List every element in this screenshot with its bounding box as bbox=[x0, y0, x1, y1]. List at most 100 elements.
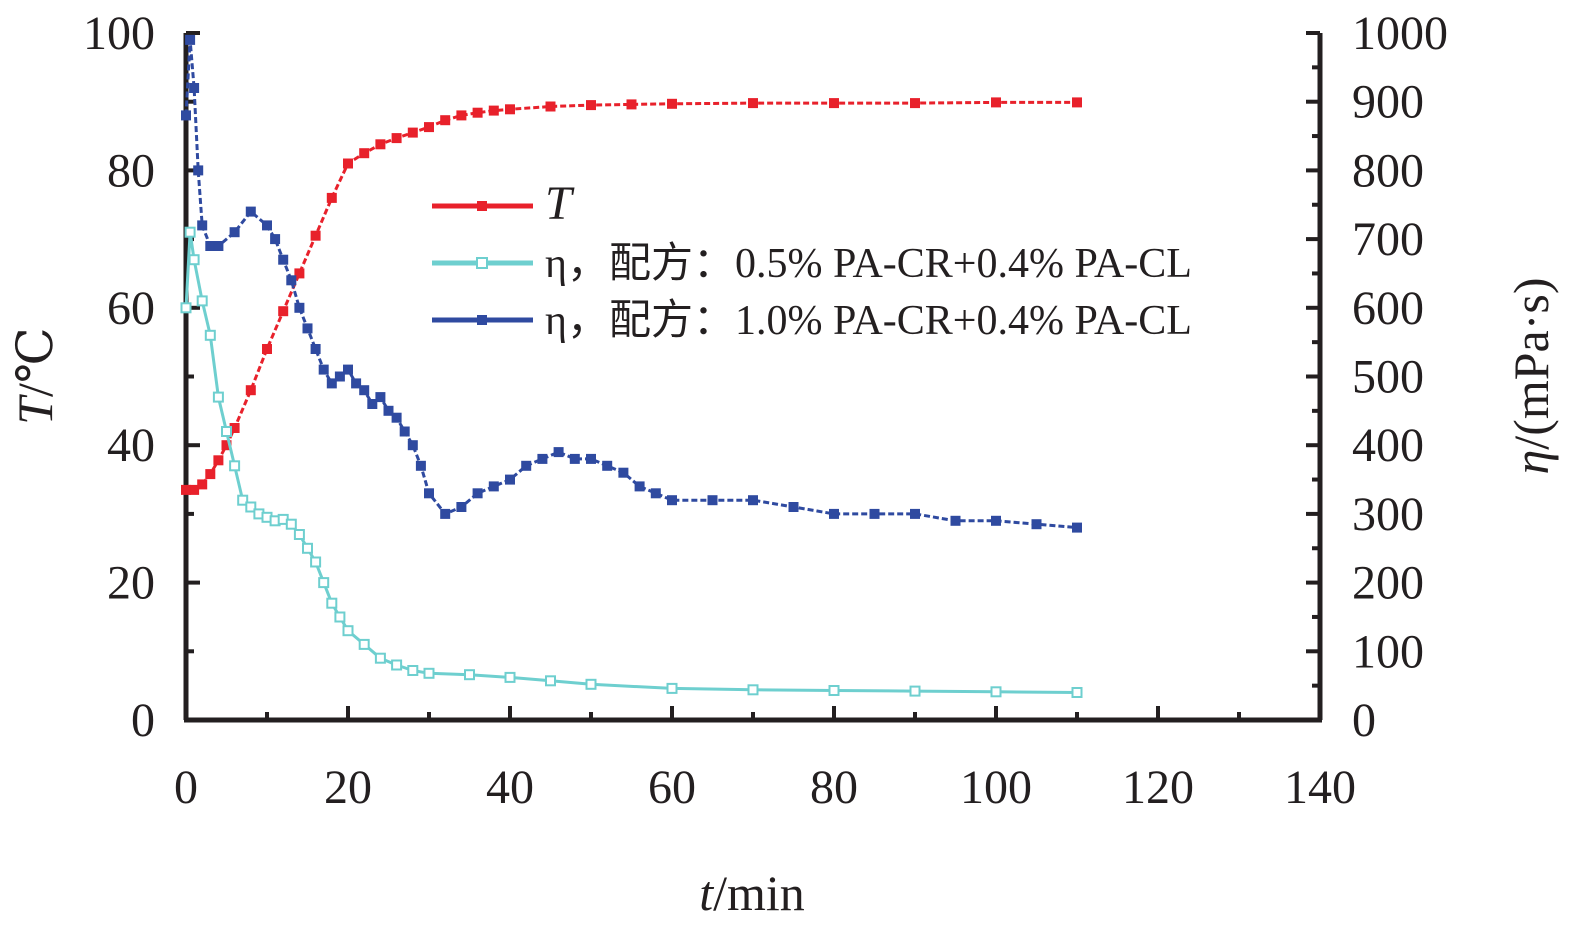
data-point bbox=[788, 502, 799, 512]
right-y-tick-label: 1000 bbox=[1352, 7, 1448, 60]
data-point bbox=[351, 378, 362, 389]
data-point bbox=[197, 479, 208, 490]
data-point bbox=[326, 192, 337, 203]
data-point bbox=[197, 220, 208, 231]
data-point bbox=[342, 625, 354, 637]
data-point bbox=[602, 460, 613, 471]
data-point bbox=[278, 254, 289, 265]
data-point bbox=[1072, 97, 1082, 108]
legend-label-eta2: η，配方：1.0% PA-CR+0.4% PA-CL bbox=[545, 298, 1192, 344]
data-point bbox=[950, 515, 961, 526]
data-point bbox=[869, 508, 880, 519]
data-point bbox=[553, 447, 564, 458]
data-point bbox=[286, 275, 297, 286]
data-point bbox=[359, 385, 370, 396]
data-point bbox=[748, 98, 758, 109]
ticks: 0 20 40 60 80 100 120 1400204060801000100200300… bbox=[83, 7, 1448, 814]
series-t bbox=[181, 97, 1082, 495]
data-point bbox=[488, 481, 499, 492]
data-point bbox=[569, 453, 580, 464]
data-point bbox=[991, 515, 1001, 526]
right-y-tick-label: 500 bbox=[1352, 351, 1424, 404]
data-point bbox=[650, 488, 661, 499]
data-point bbox=[423, 667, 435, 679]
data-point bbox=[666, 682, 678, 694]
data-point bbox=[302, 323, 313, 334]
data-point bbox=[424, 122, 434, 133]
legend-label-eta1: η，配方：0.5% PA-CR+0.4% PA-CL bbox=[545, 241, 1192, 287]
legend-marker-eta2 bbox=[477, 315, 487, 325]
right-y-tick-label: 200 bbox=[1352, 557, 1424, 610]
data-point bbox=[545, 101, 556, 112]
data-point bbox=[310, 556, 322, 568]
left-y-tick-label: 80 bbox=[107, 144, 155, 197]
right-y-axis-title: η/(mPa·s) bbox=[1503, 277, 1559, 474]
data-point bbox=[204, 329, 216, 341]
data-point bbox=[359, 148, 370, 159]
data-point bbox=[374, 652, 386, 664]
data-point bbox=[399, 426, 410, 437]
right-y-tick-label: 400 bbox=[1352, 419, 1424, 472]
data-point bbox=[326, 378, 337, 389]
data-point bbox=[358, 638, 370, 650]
data-point bbox=[391, 133, 402, 144]
data-point bbox=[505, 474, 515, 485]
data-point bbox=[585, 678, 597, 690]
series bbox=[180, 34, 1083, 698]
data-point bbox=[334, 611, 346, 623]
data-point bbox=[747, 684, 759, 696]
data-point bbox=[707, 495, 718, 506]
series-eta2 bbox=[181, 34, 1082, 533]
data-point bbox=[302, 542, 313, 554]
data-point bbox=[343, 364, 353, 375]
data-point bbox=[213, 241, 224, 251]
data-point bbox=[245, 501, 257, 513]
data-point bbox=[391, 659, 403, 671]
data-point bbox=[618, 467, 629, 478]
data-point bbox=[407, 127, 418, 138]
right-y-tick-label: 100 bbox=[1352, 625, 1424, 678]
data-point bbox=[909, 685, 921, 697]
left-y-tick-label: 0 bbox=[131, 694, 155, 747]
legend-item-eta2: η，配方：1.0% PA-CR+0.4% PA-CL bbox=[432, 298, 1192, 344]
data-point bbox=[180, 302, 192, 314]
data-point bbox=[212, 391, 224, 403]
data-point bbox=[294, 302, 305, 313]
data-point bbox=[205, 469, 216, 480]
data-point bbox=[1072, 522, 1082, 533]
data-point bbox=[545, 675, 556, 687]
right-y-tick-label: 0 bbox=[1352, 694, 1376, 747]
data-point bbox=[456, 502, 467, 512]
data-point bbox=[221, 426, 232, 437]
x-tick-label: 0 bbox=[174, 761, 198, 814]
data-point bbox=[245, 385, 256, 396]
data-point bbox=[415, 460, 426, 471]
data-point bbox=[294, 268, 305, 279]
x-tick-label: 40 bbox=[486, 761, 534, 814]
data-point bbox=[748, 495, 758, 506]
data-point bbox=[456, 110, 467, 121]
legend-item-eta1: η，配方：0.5% PA-CR+0.4% PA-CL bbox=[432, 241, 1192, 287]
data-point bbox=[504, 671, 516, 683]
data-point bbox=[391, 412, 402, 423]
left-y-axis-unit: /℃ bbox=[7, 327, 63, 397]
data-point bbox=[910, 508, 920, 519]
data-point bbox=[193, 165, 204, 176]
data-point bbox=[262, 220, 272, 231]
data-point bbox=[424, 488, 434, 499]
data-point bbox=[334, 371, 345, 382]
right-y-tick-label: 800 bbox=[1352, 144, 1424, 197]
right-y-axis-unit: /(mPa·s) bbox=[1503, 277, 1559, 449]
data-point bbox=[440, 508, 451, 519]
data-point bbox=[407, 665, 419, 676]
right-y-tick-label: 600 bbox=[1352, 282, 1424, 335]
data-point bbox=[189, 83, 200, 93]
x-axis-unit: /min bbox=[713, 865, 805, 921]
data-point bbox=[667, 495, 677, 506]
x-tick-label: 140 bbox=[1284, 761, 1356, 814]
left-y-tick-label: 60 bbox=[107, 282, 155, 335]
data-point bbox=[318, 364, 329, 375]
data-point bbox=[626, 99, 637, 110]
data-point bbox=[181, 110, 191, 121]
data-point bbox=[278, 306, 289, 317]
